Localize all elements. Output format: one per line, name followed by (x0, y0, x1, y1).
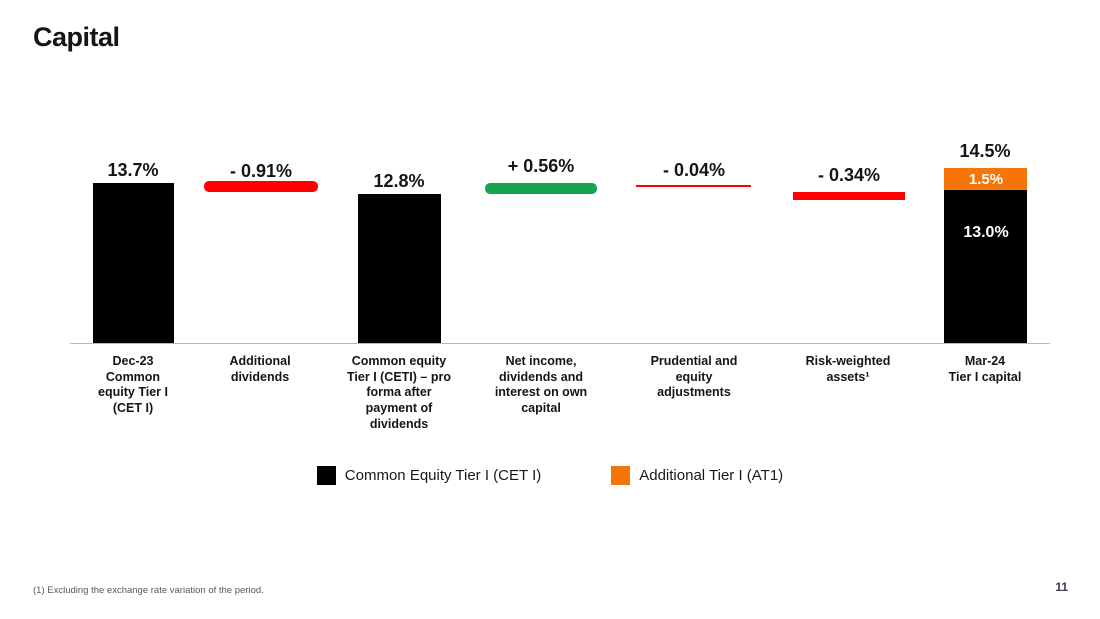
value-label-mar24-total: 14.5% (959, 141, 1011, 161)
bar-net-income (485, 183, 597, 194)
page-number: 11 (1055, 580, 1068, 594)
label-cet1-segment: 13.0% (963, 224, 1009, 241)
axis-label-prudential: Prudential and equity adjustments (650, 354, 738, 400)
label-at1-segment: 1.5% (968, 171, 1004, 188)
legend: Common Equity Tier I (CET I) Additional … (0, 466, 1100, 485)
axis-label-cet1-proforma: Common equity Tier I (CETI) – pro forma … (347, 354, 451, 431)
axis-label-dec23-cet1: Dec-23 Common equity Tier I (CET I) (98, 354, 168, 415)
legend-label-cet1: Common Equity Tier I (CET I) (344, 467, 542, 484)
value-label-rwa: - 0.34% (817, 165, 881, 185)
bar-prudential-adjustments (636, 185, 751, 187)
footnote: (1) Excluding the exchange rate variatio… (33, 585, 264, 596)
at1-swatch-icon (611, 466, 631, 485)
axis-label-net-income: Net income, dividends and interest on ow… (494, 354, 588, 415)
value-label-prudential: - 0.04% (662, 160, 726, 180)
bar-risk-weighted-assets (793, 192, 905, 200)
bar-mar24-cet1 (944, 190, 1027, 344)
legend-item-at1: Additional Tier I (AT1) (611, 466, 783, 485)
axis-label-additional-dividends: Additional dividends (229, 354, 291, 384)
x-axis-line (70, 343, 1050, 344)
bar-mar24-at1 (944, 168, 1027, 190)
value-label-cet1-proforma: 12.8% (373, 171, 425, 191)
cet1-swatch-icon (316, 466, 336, 485)
value-label-net-income: + 0.56% (507, 156, 575, 176)
axis-label-mar24: Mar-24 Tier I capital (948, 354, 1022, 384)
value-label-dec23-cet1: 13.7% (107, 160, 159, 180)
bar-cet1-proforma (358, 194, 441, 344)
bar-dec23-cet1 (93, 183, 174, 344)
page-title: Capital (33, 22, 120, 52)
value-label-additional-dividends: - 0.91% (229, 161, 293, 181)
legend-item-cet1: Common Equity Tier I (CET I) (316, 466, 542, 485)
axis-label-rwa: Risk-weighted assets¹ (805, 354, 891, 384)
legend-label-at1: Additional Tier I (AT1) (639, 467, 784, 484)
bar-additional-dividends (204, 181, 318, 192)
